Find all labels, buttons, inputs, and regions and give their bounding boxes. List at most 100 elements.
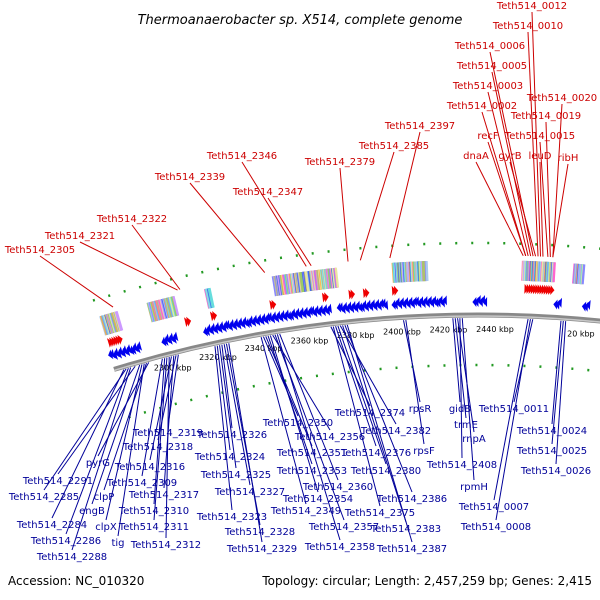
reverse-gene	[136, 341, 143, 351]
gene-label: Teth514_2385	[358, 141, 429, 152]
leader-line	[359, 151, 395, 261]
gene-label: engB	[79, 506, 105, 517]
leader-line	[539, 141, 549, 257]
leader-line	[260, 336, 307, 505]
gene-label: rpmH	[460, 482, 488, 493]
annotation-bar	[334, 267, 340, 288]
gene-label: Teth514_2375	[344, 508, 415, 519]
leader-lines	[39, 11, 569, 551]
gene-label: Teth514_0006	[454, 41, 525, 52]
gene-label: Teth514_2309	[106, 478, 177, 489]
gene-label: Teth514_2319	[132, 428, 203, 439]
gene-label: tig	[111, 538, 124, 549]
leader-line	[493, 318, 529, 501]
genome-backbone	[113, 312, 600, 372]
leader-line	[105, 364, 143, 521]
forward-gene	[541, 284, 546, 295]
gene-label: Teth514_0011	[478, 404, 549, 415]
leader-line	[551, 320, 562, 425]
reverse-gene	[274, 312, 280, 323]
forward-gene	[526, 283, 531, 294]
leader-line	[71, 367, 132, 551]
reverse-gene	[383, 300, 389, 311]
scale-label: 2440 kbp	[476, 325, 514, 334]
gene-label: Teth514_2376	[340, 448, 411, 459]
leader-line	[545, 121, 551, 258]
gene-label: gyrB	[498, 151, 521, 162]
gene-label: Teth514_2374	[334, 408, 405, 419]
gene-label: Teth514_0015	[504, 131, 575, 142]
gene-label: Teth514_2286	[30, 536, 101, 547]
leader-line	[339, 325, 397, 425]
gene-label: Teth514_2358	[304, 542, 375, 553]
gene-label: Teth514_2317	[128, 490, 199, 501]
reverse-gene	[135, 343, 141, 354]
leader-line	[103, 362, 147, 491]
leader-line	[552, 103, 563, 258]
reverse-gene	[336, 302, 342, 313]
gene-label: Teth514_2383	[370, 524, 441, 535]
forward-gene	[545, 284, 551, 295]
reverse-gene	[247, 317, 252, 328]
leader-line	[459, 318, 463, 459]
leader-line	[65, 368, 129, 535]
gene-label: Teth514_2360	[302, 482, 373, 493]
forward-gene	[324, 292, 329, 303]
gene-label: Teth514_0002	[446, 101, 517, 112]
forward-gene	[530, 284, 535, 295]
gene-label: Teth514_2354	[282, 494, 353, 505]
reverse-gene	[121, 347, 127, 358]
reverse-gene	[581, 301, 587, 312]
gene-label: Teth514_2347	[232, 187, 303, 198]
leader-line	[228, 343, 263, 543]
gene-label: Teth514_2316	[114, 462, 185, 473]
gene-label: Teth514_2386	[376, 494, 447, 505]
gene-label: Teth514_2350	[262, 418, 333, 429]
leader-line	[149, 356, 172, 461]
reverse-gene	[379, 298, 384, 309]
reverse-gene	[240, 318, 246, 329]
reverse-gene	[205, 326, 211, 336]
forward-gene	[364, 288, 370, 298]
gene-label: Teth514_0026	[520, 466, 591, 477]
leader-line	[276, 334, 341, 541]
gene-label: Teth514_0020	[526, 93, 597, 104]
reverse-gene	[391, 299, 396, 310]
leader-line	[487, 91, 529, 257]
forward-gene	[115, 335, 121, 346]
forward-gene	[183, 317, 190, 328]
reverse-gene	[209, 325, 215, 336]
gene-label: Teth514_2310	[118, 506, 189, 517]
forward-gene	[537, 284, 542, 295]
annotation-bar	[425, 260, 429, 282]
forward-gene	[269, 300, 275, 311]
leader-line	[495, 319, 531, 521]
gene-label: Teth514_2387	[376, 544, 447, 555]
reverse-gene	[213, 324, 219, 335]
reverse-gene	[173, 331, 179, 342]
leader-line	[153, 357, 168, 521]
leader-line	[555, 321, 567, 465]
leader-line	[117, 363, 145, 537]
reverse-gene	[358, 302, 363, 313]
gene-label: recF	[477, 131, 499, 142]
genome-backbone-highlight	[114, 315, 600, 372]
leader-line	[339, 167, 349, 262]
leader-line	[97, 362, 150, 457]
gene-label: clpX	[95, 522, 117, 533]
leader-line	[335, 326, 377, 447]
gene-label: clpP	[94, 492, 115, 503]
leader-line	[509, 161, 537, 257]
gene-label: Teth514_2323	[196, 512, 267, 523]
leader-line	[539, 161, 544, 257]
forward-gene	[321, 292, 327, 303]
feature-tracks	[99, 260, 591, 360]
leader-line	[157, 355, 177, 441]
reverse-gene	[112, 350, 119, 360]
reverse-gene	[327, 303, 332, 314]
forward-gene	[350, 289, 356, 300]
gene-label: Teth514_0012	[496, 1, 567, 12]
leader-line	[267, 197, 312, 266]
leader-line	[551, 320, 564, 445]
